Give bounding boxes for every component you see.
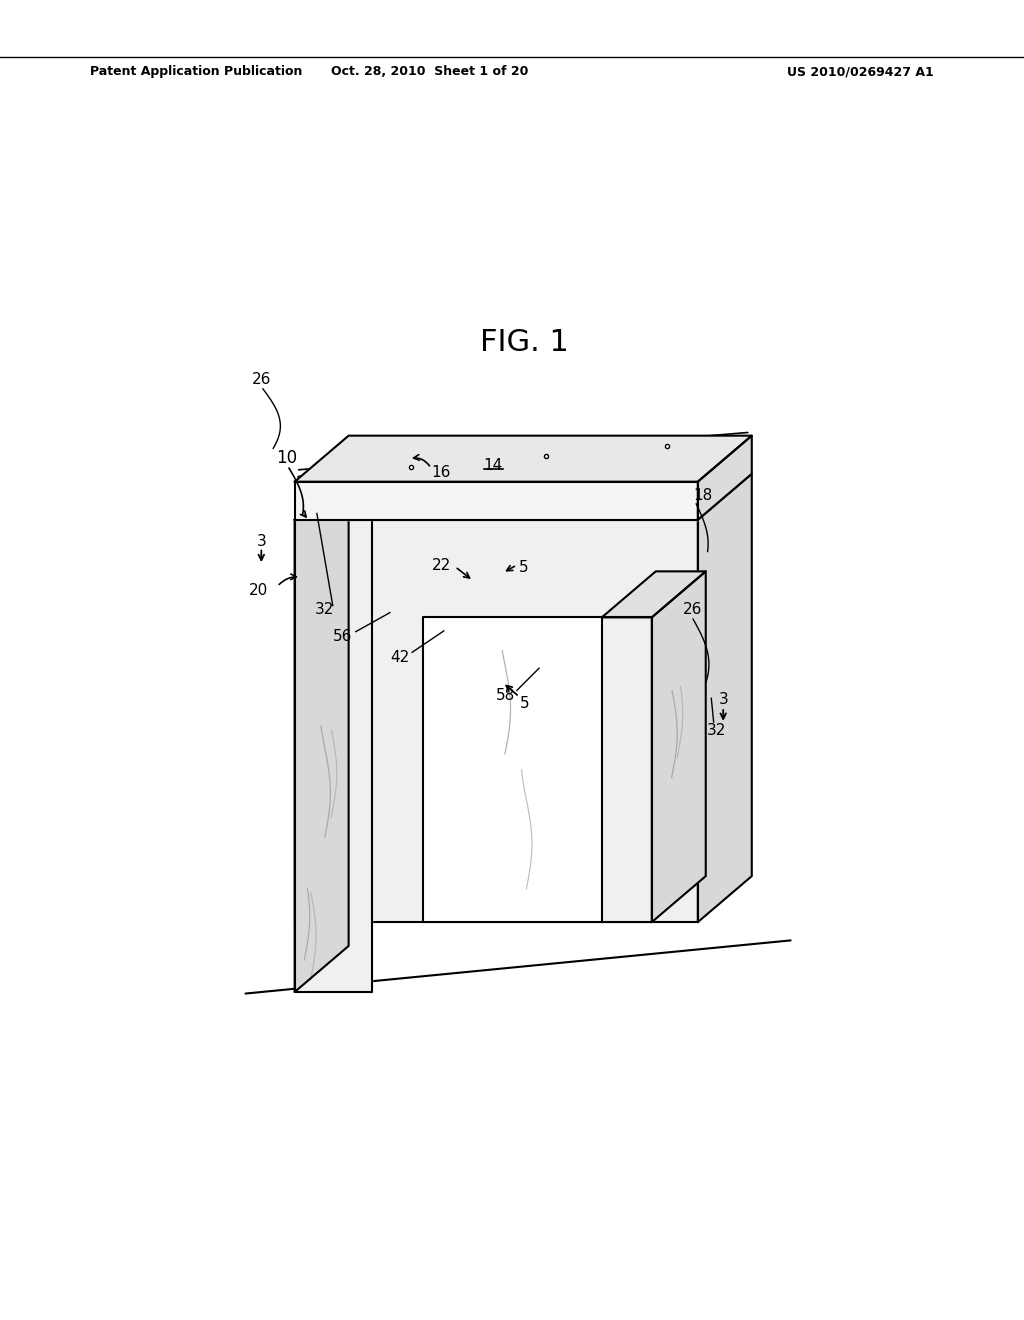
Text: 16: 16 — [431, 466, 451, 480]
Polygon shape — [295, 474, 426, 520]
Polygon shape — [602, 618, 652, 923]
Text: 58: 58 — [497, 688, 515, 702]
Polygon shape — [697, 474, 752, 923]
Text: 32: 32 — [314, 602, 334, 616]
Polygon shape — [295, 520, 697, 923]
Text: 32: 32 — [708, 722, 727, 738]
Text: Patent Application Publication: Patent Application Publication — [90, 65, 302, 78]
Text: Oct. 28, 2010  Sheet 1 of 20: Oct. 28, 2010 Sheet 1 of 20 — [332, 65, 528, 78]
Text: 22: 22 — [432, 557, 452, 573]
Text: 10: 10 — [276, 449, 297, 467]
Polygon shape — [295, 482, 697, 520]
Text: 3: 3 — [718, 693, 728, 708]
Text: 5: 5 — [520, 697, 529, 711]
Text: 26: 26 — [683, 602, 702, 616]
Text: 5: 5 — [518, 560, 528, 576]
Polygon shape — [295, 520, 373, 991]
Text: 42: 42 — [390, 649, 409, 664]
Text: FIG. 1: FIG. 1 — [480, 329, 569, 358]
Text: 18: 18 — [693, 488, 712, 503]
Text: 14: 14 — [483, 458, 503, 473]
Polygon shape — [602, 572, 706, 618]
Text: US 2010/0269427 A1: US 2010/0269427 A1 — [787, 65, 934, 78]
Text: 26: 26 — [252, 372, 271, 387]
Text: 3: 3 — [256, 533, 266, 549]
Polygon shape — [697, 436, 752, 520]
Polygon shape — [652, 572, 706, 923]
Text: 56: 56 — [333, 628, 352, 644]
Polygon shape — [295, 474, 348, 991]
Polygon shape — [295, 474, 752, 520]
Text: 20: 20 — [249, 583, 268, 598]
Polygon shape — [423, 618, 604, 923]
Polygon shape — [295, 436, 752, 482]
